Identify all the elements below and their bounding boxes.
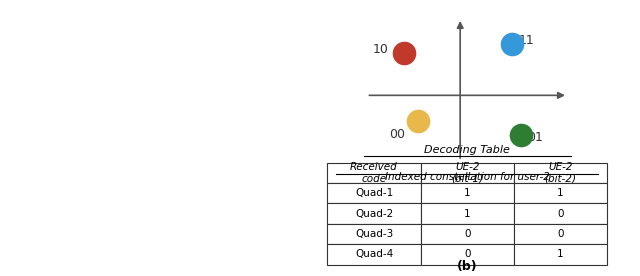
Text: 00: 00 [389, 128, 405, 141]
Text: 01: 01 [527, 131, 543, 144]
Text: Indexed constellation for user-2: Indexed constellation for user-2 [385, 172, 550, 182]
Text: 11: 11 [519, 34, 534, 47]
Text: Decoding Table: Decoding Table [424, 145, 510, 155]
Text: 10: 10 [372, 43, 388, 56]
Text: (b): (b) [457, 260, 477, 273]
